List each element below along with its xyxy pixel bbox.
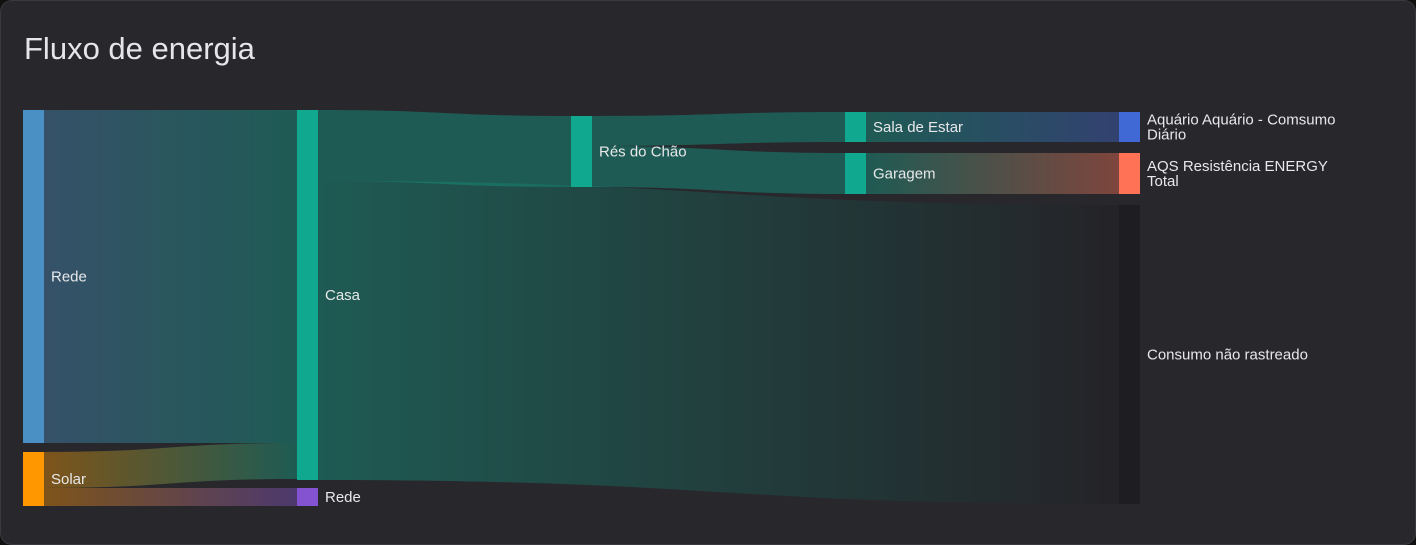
node-label-aqs: Total <box>1147 173 1179 190</box>
link-casa-to-untracked[interactable] <box>318 181 1119 504</box>
link-res-to-garagem[interactable] <box>592 146 845 194</box>
node-label-rede_in: Rede <box>51 269 87 286</box>
node-aquario[interactable] <box>1119 112 1140 142</box>
link-casa-to-res[interactable] <box>318 110 571 187</box>
link-solar-to-casa[interactable] <box>44 443 297 488</box>
node-label-untracked: Consumo não rastreado <box>1147 347 1308 364</box>
node-label-res: Rés do Chão <box>599 144 687 161</box>
node-rede_in[interactable] <box>23 110 44 443</box>
link-solar-to-rede_out[interactable] <box>44 488 297 506</box>
node-label-aqs: AQS Resistência ENERGY <box>1147 158 1328 175</box>
link-garagem-to-aqs[interactable] <box>866 153 1119 194</box>
link-res-to-sala[interactable] <box>592 112 845 146</box>
node-label-sala: Sala de Estar <box>873 119 963 136</box>
node-label-aquario: Aquário Aquário - Comsumo <box>1147 112 1335 129</box>
node-res[interactable] <box>571 116 592 187</box>
node-solar[interactable] <box>23 452 44 506</box>
node-untracked[interactable] <box>1119 205 1140 504</box>
node-label-casa: Casa <box>325 287 361 304</box>
node-garagem[interactable] <box>845 153 866 194</box>
node-label-aquario: Diário <box>1147 127 1186 144</box>
node-rede_out[interactable] <box>297 488 318 506</box>
node-casa[interactable] <box>297 110 318 480</box>
link-rede_in-to-casa[interactable] <box>44 110 297 443</box>
node-label-solar: Solar <box>51 471 86 488</box>
node-aqs[interactable] <box>1119 153 1140 194</box>
link-sala-to-aquario[interactable] <box>866 112 1119 142</box>
node-label-garagem: Garagem <box>873 166 936 183</box>
node-label-rede_out: Rede <box>325 489 361 506</box>
card-title: Fluxo de energia <box>24 31 255 66</box>
node-sala[interactable] <box>845 112 866 142</box>
